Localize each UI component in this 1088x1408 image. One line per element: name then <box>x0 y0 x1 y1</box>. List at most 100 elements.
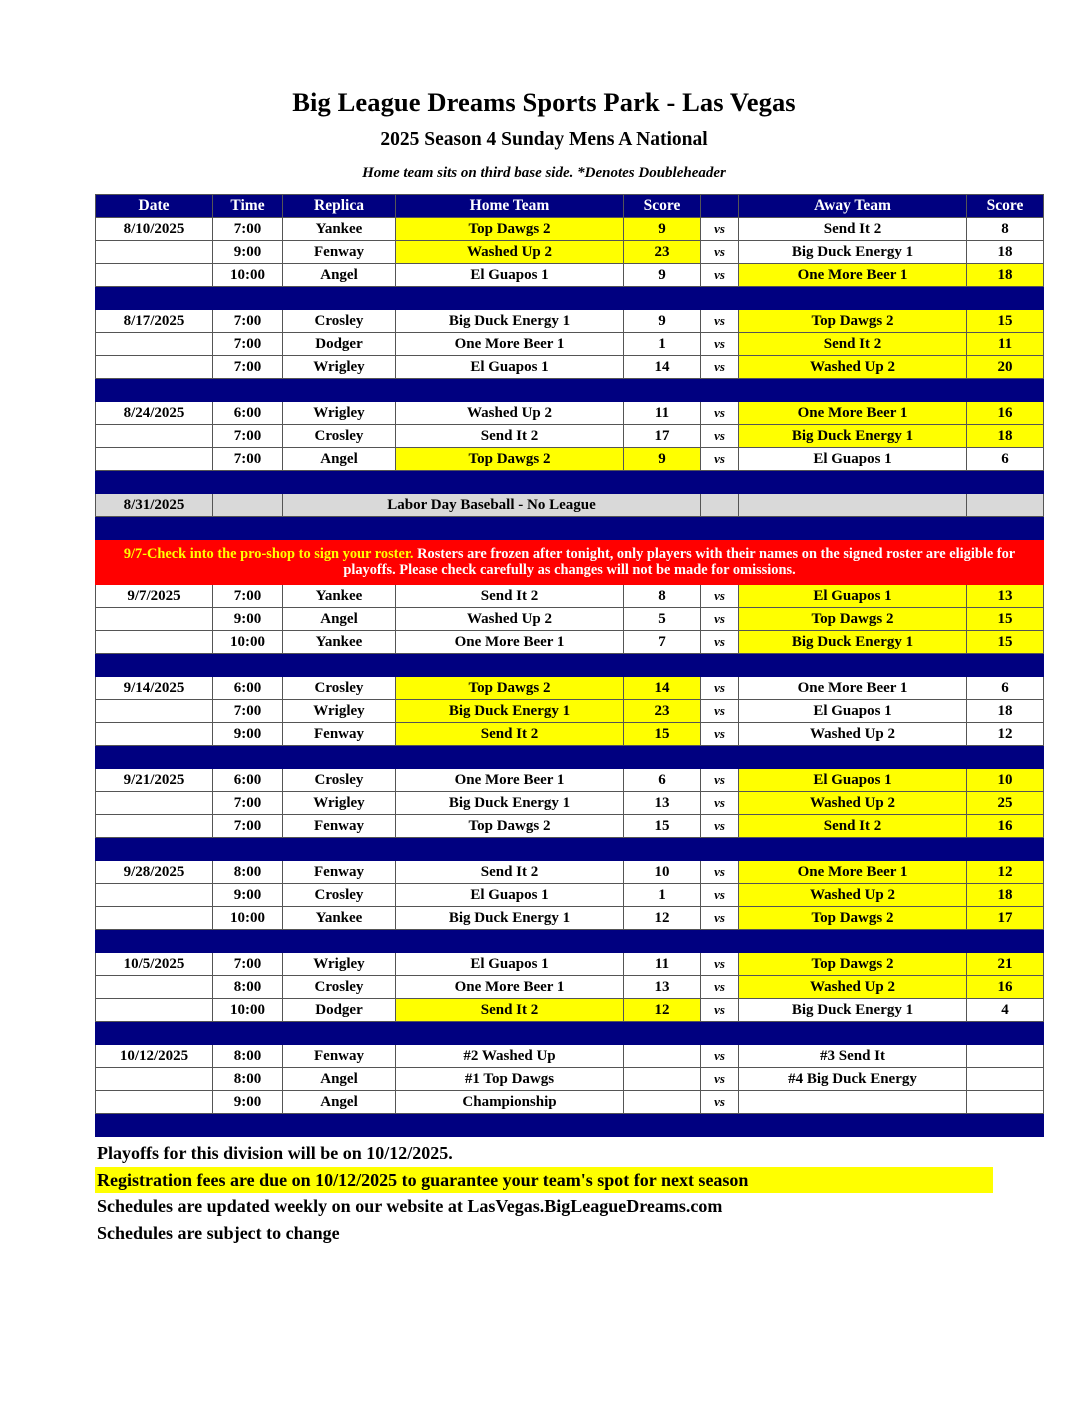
separator-cell <box>282 286 396 311</box>
cell-date <box>95 332 213 357</box>
cell-replica: Yankee <box>282 217 396 242</box>
cell-time: 9:00 <box>212 883 283 908</box>
table-row: 8/24/2025 6:00 Wrigley Washed Up 2 11 vs One M… <box>95 401 1044 426</box>
cell-replica: Crosley <box>282 975 396 1000</box>
separator-cell <box>966 516 1044 541</box>
cell-vs: vs <box>700 768 739 793</box>
section-separator <box>95 470 1044 495</box>
separator-cell <box>95 653 213 678</box>
separator-cell <box>95 837 213 862</box>
cell-replica: Dodger <box>282 332 396 357</box>
roster-notice-text: 9/7-Check into the pro-shop to sign your… <box>95 539 1044 586</box>
separator-cell <box>700 286 739 311</box>
roster-notice-accent: 9/7-Check into the pro-shop to sign your… <box>123 545 414 562</box>
section-separator <box>95 286 1044 311</box>
table-row: 7:00 Wrigley El Guapos 1 14 vs Washed Up 2 20 <box>95 355 1044 380</box>
cell-date <box>95 791 213 816</box>
cell-away-team: Washed Up 2 <box>738 791 967 816</box>
cell-away-score: 16 <box>966 975 1044 1000</box>
cell-date: 9/7/2025 <box>95 584 213 609</box>
section-separator <box>95 378 1044 403</box>
cell-vs: vs <box>700 1090 739 1115</box>
cell-home-score: 13 <box>623 975 701 1000</box>
separator-cell <box>700 653 739 678</box>
cell-date <box>95 607 213 632</box>
cell-replica: Yankee <box>282 906 396 931</box>
cell-away-score <box>966 1044 1044 1069</box>
separator-cell <box>282 516 396 541</box>
cell-time: 7:00 <box>212 447 283 472</box>
cell-replica: Fenway <box>282 240 396 265</box>
cell-time: 7:00 <box>212 584 283 609</box>
cell-away-score: 12 <box>966 860 1044 885</box>
cell-time: 6:00 <box>212 768 283 793</box>
header-row: Date Time Replica Home Team Score Away T… <box>95 194 1044 219</box>
cell-vs: vs <box>700 952 739 977</box>
cell-away-score <box>966 493 1044 518</box>
separator-cell <box>700 516 739 541</box>
cell-vs: vs <box>700 607 739 632</box>
cell-away-team: #3 Send It <box>738 1044 967 1069</box>
cell-away-score: 18 <box>966 883 1044 908</box>
separator-cell <box>623 1113 701 1138</box>
cell-away-team <box>738 1090 967 1115</box>
separator-cell <box>212 653 283 678</box>
cell-home-score: 11 <box>623 401 701 426</box>
cell-vs <box>700 493 739 518</box>
cell-home-team: El Guapos 1 <box>395 263 624 288</box>
table-row: 7:00 Fenway Top Dawgs 2 15 vs Send It 2 16 <box>95 814 1044 839</box>
cell-away-score: 6 <box>966 447 1044 472</box>
cell-home-team: Top Dawgs 2 <box>395 676 624 701</box>
cell-home-score: 5 <box>623 607 701 632</box>
cell-vs: vs <box>700 630 739 655</box>
separator-cell <box>212 516 283 541</box>
cell-home-team: Championship <box>395 1090 624 1115</box>
separator-cell <box>966 837 1044 862</box>
cell-away-team: El Guapos 1 <box>738 447 967 472</box>
cell-time: 7:00 <box>212 355 283 380</box>
separator-cell <box>395 1021 624 1046</box>
cell-date <box>95 883 213 908</box>
cell-away-team: Washed Up 2 <box>738 975 967 1000</box>
cell-time: 7:00 <box>212 217 283 242</box>
cell-away-team: One More Beer 1 <box>738 676 967 701</box>
cell-time: 10:00 <box>212 263 283 288</box>
cell-time: 7:00 <box>212 699 283 724</box>
cell-replica: Angel <box>282 1090 396 1115</box>
separator-cell <box>395 745 624 770</box>
cell-away-team: Top Dawgs 2 <box>738 906 967 931</box>
cell-date <box>95 906 213 931</box>
cell-home-team: One More Beer 1 <box>395 332 624 357</box>
table-row: 10/12/2025 8:00 Fenway #2 Washed Up vs #3 Sen… <box>95 1044 1044 1069</box>
separator-cell <box>395 286 624 311</box>
cell-date: 8/31/2025 <box>95 493 213 518</box>
table-row: 9/14/2025 6:00 Crosley Top Dawgs 2 14 vs One M… <box>95 676 1044 701</box>
cell-date <box>95 814 213 839</box>
cell-away-team: One More Beer 1 <box>738 401 967 426</box>
cell-home-team: Send It 2 <box>395 860 624 885</box>
section-separator <box>95 837 1044 862</box>
table-row: 7:00 Wrigley Big Duck Energy 1 13 vs Washed U… <box>95 791 1044 816</box>
cell-vs: vs <box>700 584 739 609</box>
cell-time: 7:00 <box>212 424 283 449</box>
table-row: 9:00 Fenway Send It 2 15 vs Washed Up 2 12 <box>95 722 1044 747</box>
cell-away-score: 25 <box>966 791 1044 816</box>
cell-away-team: El Guapos 1 <box>738 768 967 793</box>
separator-cell <box>395 516 624 541</box>
cell-away-team: Washed Up 2 <box>738 355 967 380</box>
cell-away-team: One More Beer 1 <box>738 263 967 288</box>
separator-cell <box>623 286 701 311</box>
separator-cell <box>966 929 1044 954</box>
separator-cell <box>966 653 1044 678</box>
cell-time: 7:00 <box>212 814 283 839</box>
roster-notice-rest: Rosters are frozen after tonight, only p… <box>343 545 1016 579</box>
separator-cell <box>738 1113 967 1138</box>
separator-cell <box>282 470 396 495</box>
cell-time: 10:00 <box>212 906 283 931</box>
cell-home-score: 15 <box>623 722 701 747</box>
separator-cell <box>738 653 967 678</box>
schedule-table-wrap: Date Time Replica Home Team Score Away T… <box>95 194 1044 1138</box>
separator-cell <box>966 1021 1044 1046</box>
cell-away-score: 11 <box>966 332 1044 357</box>
table-row: 8/17/2025 7:00 Crosley Big Duck Energy 1 9 vs… <box>95 309 1044 334</box>
